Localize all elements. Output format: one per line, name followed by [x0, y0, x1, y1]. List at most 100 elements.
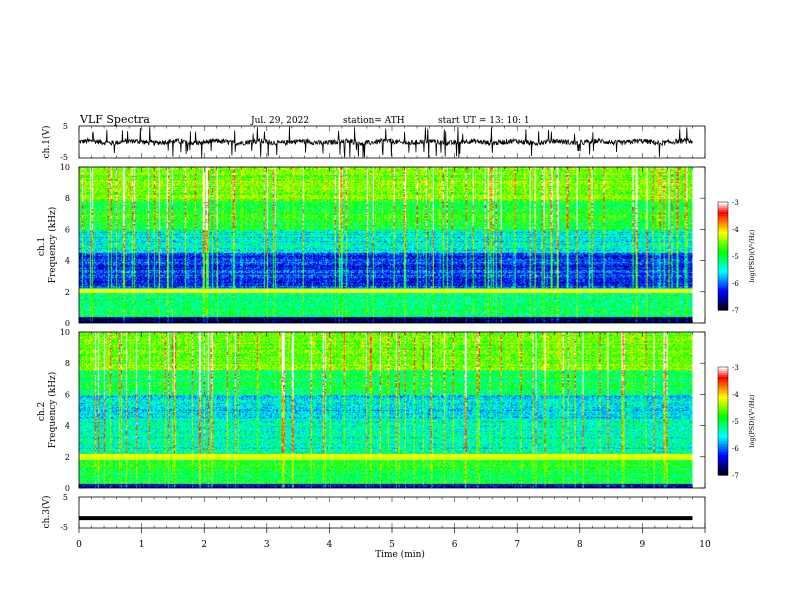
ytick-label: 10: [60, 163, 70, 172]
ch3-waveform-panel: ch.3(V) 5 -5: [41, 493, 706, 532]
start-time-label: start UT = 13: 10: 1: [438, 116, 530, 126]
colorbar-segment: [718, 224, 728, 227]
colorbar-segment: [718, 284, 728, 287]
colorbar-tick: -3: [732, 199, 739, 207]
colorbar-segment: [718, 268, 728, 271]
colorbar-segment: [718, 260, 728, 263]
colorbar-frame: [717, 201, 729, 311]
colorbar-segment: [718, 286, 728, 289]
colorbar-segment: [718, 222, 728, 225]
station-label: station= ATH: [343, 116, 405, 126]
ytick-label: 4: [65, 422, 70, 431]
xtick-label: 10: [699, 540, 711, 550]
xtick-label: 9: [640, 540, 646, 550]
ch1-waveform-panel: ch.1(V) 5 -5: [41, 122, 706, 162]
colorbar-segment: [718, 270, 728, 273]
colorbar-segment: [718, 282, 728, 285]
colorbar-segment: [718, 294, 728, 297]
colorbar-segment: [718, 387, 728, 390]
xtick-label: 1: [139, 540, 145, 550]
colorbar-tick: -5: [732, 253, 739, 261]
ch2-spectrogram-panel: ch.2 Frequency (kHz) 0 2 4 6 8 10 -3 -4 -5 -6 -7 l…: [37, 328, 756, 493]
ch2-colorbar: -3 -4 -5 -6 -7 log(PSD)(V²/Hz): [717, 364, 756, 480]
ch1-colorbar: -3 -4 -5 -6 -7 log(PSD)(V²/Hz): [717, 199, 756, 315]
colorbar-segment: [718, 210, 728, 213]
colorbar-segment: [718, 296, 728, 299]
ch2-spectrogram-image: [79, 332, 693, 488]
colorbar-segment: [718, 252, 728, 255]
colorbar-segment: [718, 371, 728, 374]
colorbar-segment: [718, 230, 728, 233]
colorbar-segment: [718, 393, 728, 396]
colorbar-segment: [718, 421, 728, 424]
colorbar-segment: [718, 443, 728, 446]
colorbar-segment: [718, 246, 728, 249]
colorbar-segment: [718, 220, 728, 223]
colorbar-segment: [718, 449, 728, 452]
colorbar-segment: [718, 274, 728, 277]
colorbar-segment: [718, 465, 728, 468]
colorbar-segment: [718, 471, 728, 474]
xtick-label: 7: [514, 540, 520, 550]
ytick-label: 8: [65, 194, 70, 203]
ch1-spec-ylabel-line1: ch.1: [37, 237, 47, 256]
xtick-label: 0: [76, 540, 82, 550]
colorbar-label: log(PSD)(V²/Hz): [748, 394, 756, 447]
colorbar-segment: [718, 385, 728, 388]
ch3-ytick-top: 5: [63, 493, 68, 502]
colorbar-segment: [718, 463, 728, 466]
colorbar-segment: [718, 459, 728, 462]
colorbar-tick: -6: [732, 280, 739, 288]
colorbar-segment: [718, 407, 728, 410]
colorbar-segment: [718, 409, 728, 412]
colorbar-tick: -7: [732, 307, 739, 315]
colorbar-segment: [718, 431, 728, 434]
colorbar-tick: -4: [732, 226, 739, 234]
colorbar-segment: [718, 206, 728, 209]
colorbar-segment: [718, 228, 728, 231]
colorbar-segment: [718, 226, 728, 229]
colorbar-segment: [718, 218, 728, 221]
colorbar-segment: [718, 379, 728, 382]
colorbar-segment: [718, 457, 728, 460]
colorbar-segment: [718, 264, 728, 267]
colorbar-segment: [718, 399, 728, 402]
colorbar-tick: -6: [732, 445, 739, 453]
colorbar-segment: [718, 391, 728, 394]
colorbar-segment: [718, 298, 728, 301]
ch1-spec-ylabel: ch.1 Frequency (kHz): [37, 207, 58, 284]
colorbar-segment: [718, 238, 728, 241]
colorbar-segment: [718, 411, 728, 414]
colorbar-segment: [718, 389, 728, 392]
colorbar-segment: [718, 212, 728, 215]
colorbar-segment: [718, 377, 728, 380]
colorbar-segment: [718, 308, 728, 311]
colorbar-segment: [718, 403, 728, 406]
colorbar-segment: [718, 258, 728, 261]
ytick-label: 6: [65, 225, 70, 234]
colorbar-segment: [718, 437, 728, 440]
colorbar-segment: [718, 208, 728, 211]
colorbar-segment: [718, 383, 728, 386]
colorbar-segment: [718, 417, 728, 420]
colorbar-segment: [718, 290, 728, 293]
xtick-label: 8: [577, 540, 583, 550]
xtick-label: 4: [327, 540, 333, 550]
xtick-label: 6: [452, 540, 458, 550]
colorbar-tick: -7: [732, 472, 739, 480]
ytick-label: 10: [60, 328, 70, 337]
colorbar-segment: [718, 244, 728, 247]
colorbar-segment: [718, 375, 728, 378]
colorbar-segment: [718, 401, 728, 404]
ytick-label: 8: [65, 359, 70, 368]
colorbar-segment: [718, 214, 728, 217]
colorbar-segment: [718, 369, 728, 372]
xaxis-label: Time (min): [375, 549, 425, 560]
colorbar-segment: [718, 232, 728, 235]
colorbar-segment: [718, 202, 728, 205]
ch2-spec-ylabel: ch.2 Frequency (kHz): [37, 372, 58, 449]
colorbar-segment: [718, 419, 728, 422]
colorbar-segment: [718, 455, 728, 458]
colorbar-segment: [718, 451, 728, 454]
